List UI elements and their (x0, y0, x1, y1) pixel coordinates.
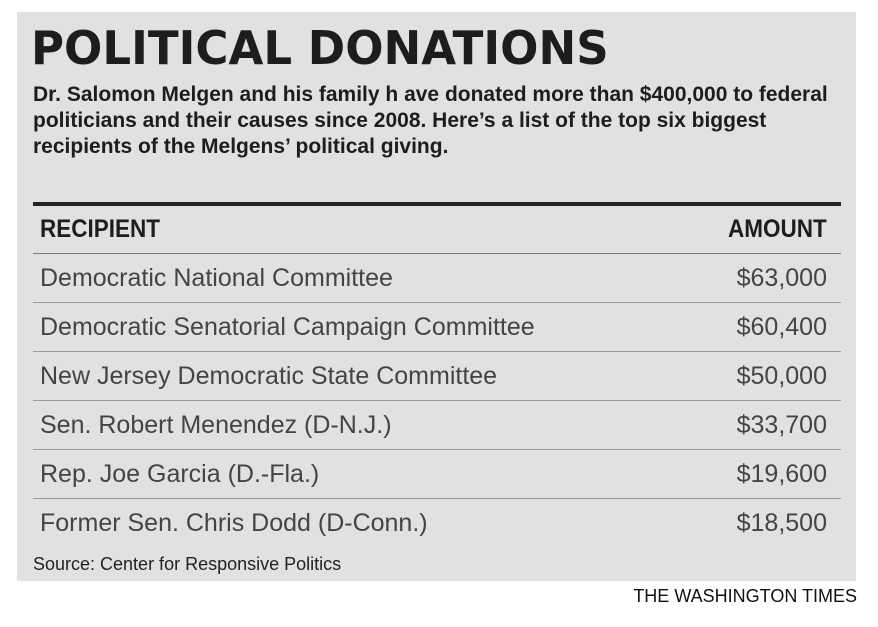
publisher-credit: THE WASHINGTON TIMES (633, 586, 857, 606)
table-row: Rep. Joe Garcia (D.-Fla.) $19,600 (33, 450, 841, 499)
table-header-row: RECIPIENT AMOUNT (33, 206, 841, 254)
amount-cell: $50,000 (736, 361, 827, 390)
recipient-cell: Rep. Joe Garcia (D.-Fla.) (40, 459, 320, 488)
infographic-panel: POLITICAL DONATIONS Dr. Salomon Melgen a… (17, 12, 856, 581)
recipient-cell: New Jersey Democratic State Committee (40, 361, 498, 390)
chart-subtitle: Dr. Salomon Melgen and his family h ave … (33, 83, 828, 158)
amount-cell: $18,500 (736, 508, 827, 537)
table-row: Democratic National Committee $63,000 (33, 254, 841, 303)
recipient-cell: Democratic National Committee (40, 263, 393, 292)
recipient-cell: Sen. Robert Menendez (D-N.J.) (40, 410, 392, 439)
column-header-recipient: RECIPIENT (40, 215, 161, 243)
column-header-amount: AMOUNT (728, 215, 827, 243)
amount-cell: $60,400 (736, 312, 827, 341)
table-row: Democratic Senatorial Campaign Committee… (33, 303, 841, 352)
source-note: Source: Center for Responsive Politics (33, 554, 342, 574)
chart-title: POLITICAL DONATIONS (31, 21, 609, 75)
table-row: Sen. Robert Menendez (D-N.J.) $33,700 (33, 401, 841, 450)
amount-cell: $33,700 (736, 410, 827, 439)
header-rule (33, 202, 841, 206)
donations-table: RECIPIENT AMOUNT Democratic National Com… (33, 202, 841, 547)
amount-cell: $19,600 (736, 459, 827, 488)
recipient-cell: Former Sen. Chris Dodd (D-Conn.) (40, 508, 428, 537)
table-row: Former Sen. Chris Dodd (D-Conn.) $18,500 (33, 499, 841, 547)
amount-cell: $63,000 (736, 263, 827, 292)
recipient-cell: Democratic Senatorial Campaign Committee (40, 312, 535, 341)
table-row: New Jersey Democratic State Committee $5… (33, 352, 841, 401)
